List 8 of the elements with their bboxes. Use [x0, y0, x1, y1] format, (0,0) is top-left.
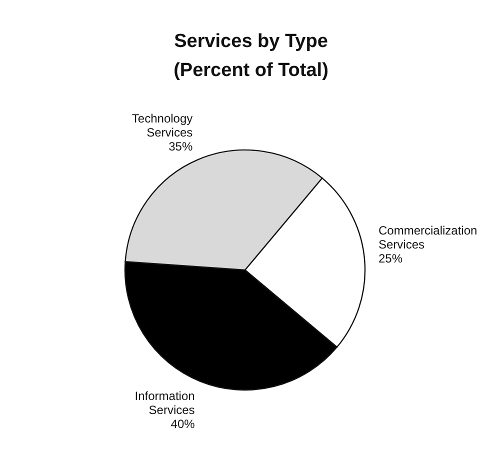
slice-label: Commercialization Services — [378, 223, 478, 252]
chart-title: Services by Type — [174, 31, 328, 52]
data-label: 25% — [378, 251, 403, 266]
data-label: 40% — [170, 417, 196, 432]
chart-subtitle: (Percent of Total) — [174, 60, 328, 81]
slice-label: Technology Services — [132, 112, 193, 140]
data-label: 35% — [168, 140, 193, 154]
slice-label: Information Services — [134, 389, 195, 418]
